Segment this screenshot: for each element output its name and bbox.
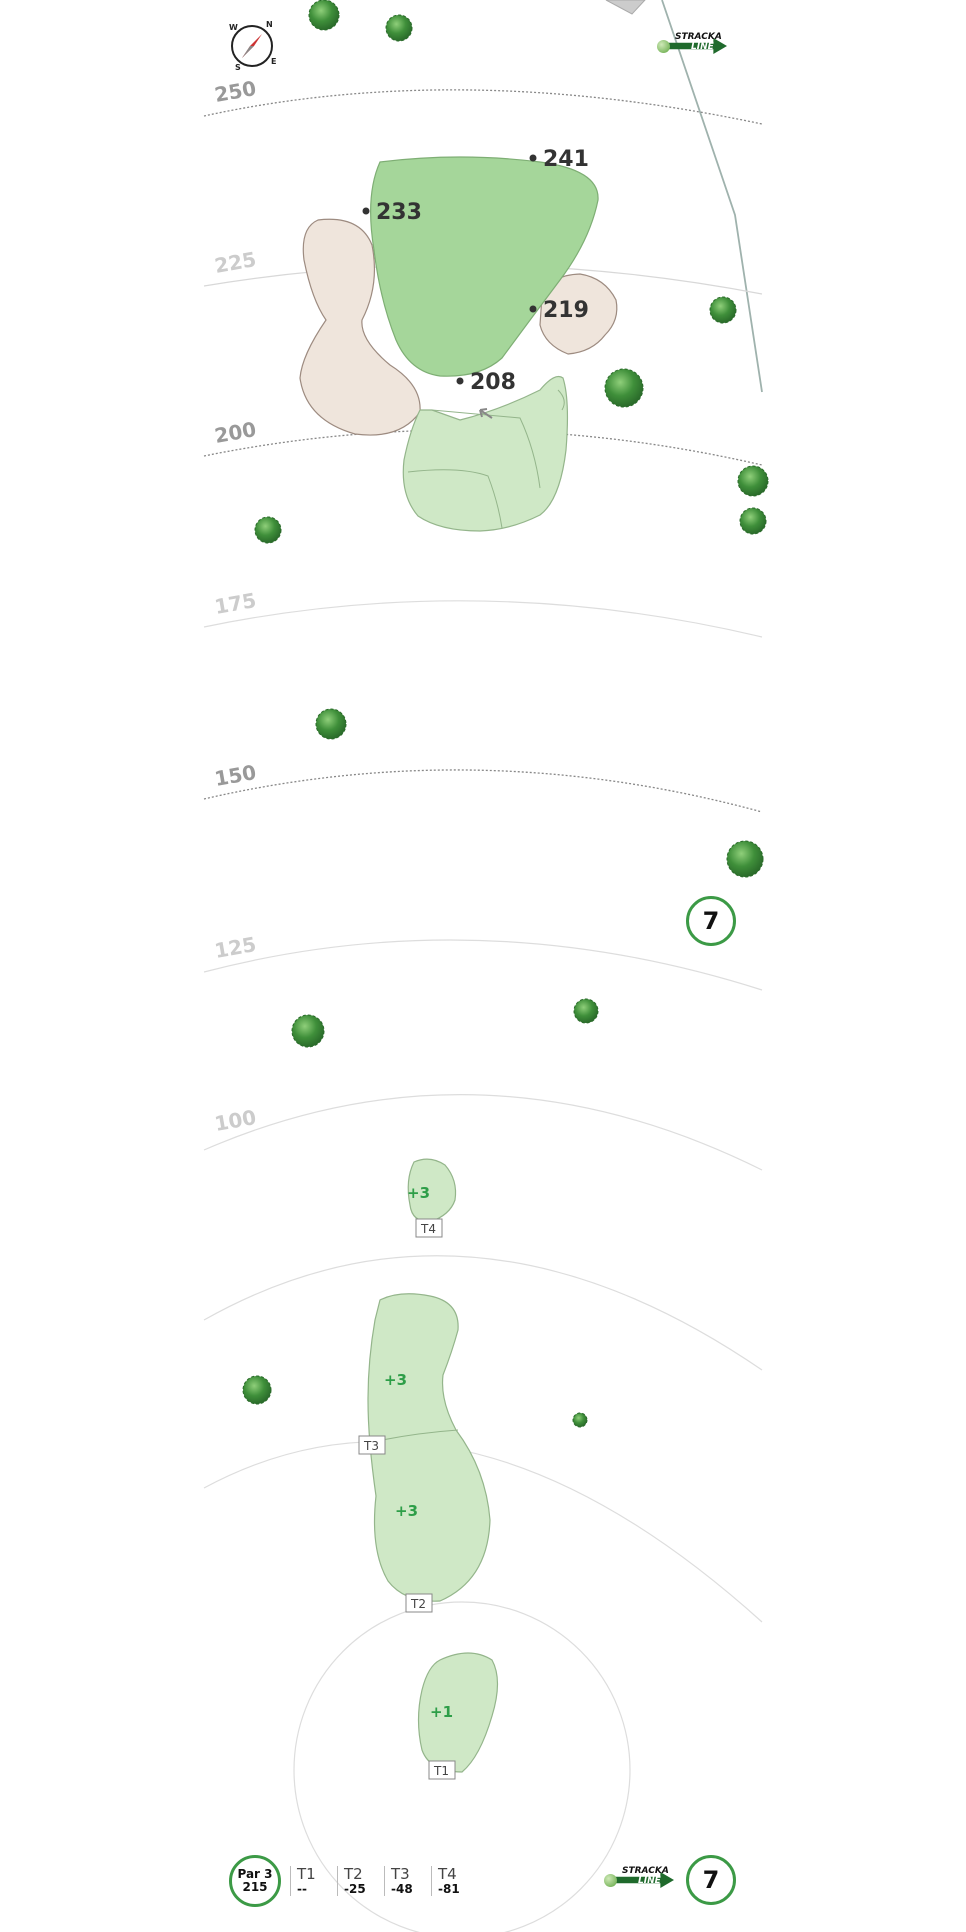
tee-name: T4 bbox=[438, 1865, 457, 1883]
tee-value: -48 bbox=[391, 1882, 413, 1896]
arc-100 bbox=[203, 1094, 763, 1171]
tree-icon bbox=[254, 516, 282, 544]
tee-marker-t2: T2 bbox=[405, 1593, 433, 1613]
arc-label-225: 225 bbox=[213, 247, 258, 278]
yardage-219: 219 bbox=[543, 298, 589, 323]
yardage-dot-233 bbox=[362, 207, 370, 215]
tee-offset-t3: +3 bbox=[384, 1371, 407, 1389]
par-label: Par 3 bbox=[237, 1867, 273, 1881]
tee-offset-t4: +3 bbox=[407, 1184, 430, 1202]
golf-ball-icon bbox=[604, 1874, 617, 1887]
tee-marker-t4: T4 bbox=[415, 1218, 443, 1238]
tree-icon bbox=[315, 708, 347, 740]
arc-125 bbox=[203, 939, 763, 991]
compass-n: N bbox=[266, 20, 273, 29]
tee-value: -25 bbox=[344, 1882, 366, 1896]
tee-box-1 bbox=[417, 1652, 499, 1773]
tee-marker-t3: T3 bbox=[358, 1435, 386, 1455]
building-shape bbox=[605, 0, 646, 15]
tee-yardage-t2: T2 -25 bbox=[337, 1866, 366, 1896]
tree-icon bbox=[726, 840, 764, 878]
arc-25 bbox=[293, 1601, 631, 1932]
compass-s: S bbox=[235, 63, 241, 72]
tee-name: T3 bbox=[391, 1865, 410, 1883]
tree-icon bbox=[709, 296, 737, 324]
approach-line-1 bbox=[431, 409, 541, 489]
tree-icon bbox=[739, 507, 767, 535]
cart-path-line bbox=[661, 0, 763, 393]
tee-name: T2 bbox=[344, 1865, 363, 1883]
logo-text-1: STRACKA bbox=[675, 32, 722, 42]
arc-50 bbox=[203, 1440, 763, 1623]
bunker-right bbox=[539, 273, 618, 355]
yardage-208: 208 bbox=[470, 370, 516, 395]
arc-label-250: 250 bbox=[213, 76, 258, 107]
arc-75 bbox=[203, 1255, 763, 1371]
arc-200 bbox=[203, 429, 763, 466]
tee-name: T1 bbox=[297, 1865, 316, 1883]
tree-icon bbox=[573, 998, 599, 1024]
tee-yardage-t4: T4 -81 bbox=[431, 1866, 460, 1896]
yardage-233: 233 bbox=[376, 200, 422, 225]
tee-box-4 bbox=[407, 1158, 457, 1223]
golf-ball-icon bbox=[657, 40, 670, 53]
tee-offset-t1: +1 bbox=[430, 1703, 453, 1721]
compass-e: E bbox=[271, 57, 276, 66]
approach-area bbox=[402, 375, 569, 532]
arc-175 bbox=[203, 600, 763, 638]
compass-w: W bbox=[229, 23, 238, 32]
arc-150 bbox=[203, 769, 763, 813]
arc-label-175: 175 bbox=[213, 588, 258, 619]
yardage-dot-241 bbox=[529, 154, 537, 162]
tree-icon bbox=[308, 0, 340, 31]
tee-offset-t2: +3 bbox=[395, 1502, 418, 1520]
tee-marker-t1: T1 bbox=[428, 1760, 456, 1780]
yardage-dot-208 bbox=[456, 377, 464, 385]
tree-icon bbox=[385, 14, 413, 42]
par-badge: Par 3 215 bbox=[229, 1855, 281, 1907]
tree-icon bbox=[291, 1014, 325, 1048]
tee-marker-label: T2 bbox=[410, 1597, 426, 1611]
tee-box-3-2 bbox=[367, 1293, 491, 1602]
trees bbox=[242, 0, 769, 1428]
arc-250 bbox=[203, 89, 763, 125]
tee-marker-label: T3 bbox=[363, 1439, 379, 1453]
arc-label-150: 150 bbox=[213, 760, 258, 791]
arc-label-200: 200 bbox=[213, 417, 258, 448]
stracka-line-logo-footer: STRACKA LINE bbox=[604, 1866, 682, 1892]
hole-yardage: 215 bbox=[242, 1880, 268, 1894]
tree-icon bbox=[242, 1375, 272, 1405]
logo-text-2: LINE bbox=[691, 42, 714, 52]
tee-yardage-t3: T3 -48 bbox=[384, 1866, 413, 1896]
tree-icon bbox=[737, 465, 769, 497]
approach-line-3 bbox=[557, 389, 565, 411]
yardage-241: 241 bbox=[543, 147, 589, 172]
arc-label-125: 125 bbox=[213, 932, 258, 963]
distance-arcs bbox=[203, 89, 763, 1932]
tee-value: -- bbox=[297, 1882, 307, 1896]
hole-number-badge-footer: 7 bbox=[686, 1855, 736, 1905]
yardage-dot-219 bbox=[529, 305, 537, 313]
bunker-left bbox=[299, 218, 421, 436]
approach-line-2 bbox=[407, 469, 503, 529]
tee-marker-label: T4 bbox=[420, 1222, 436, 1236]
compass-icon: N E S W bbox=[229, 20, 276, 72]
tree-icon bbox=[572, 1412, 588, 1428]
tree-icon bbox=[604, 368, 644, 408]
stracka-line-logo: STRACKA LINE bbox=[657, 32, 735, 58]
tee-marker-label: T1 bbox=[433, 1764, 449, 1778]
logo-text-1: STRACKA bbox=[622, 1866, 669, 1876]
tee-value: -81 bbox=[438, 1882, 460, 1896]
pin-arrow-icon bbox=[479, 408, 493, 419]
tee-yardage-t1: T1 -- bbox=[290, 1866, 316, 1896]
logo-text-2: LINE bbox=[638, 1876, 661, 1886]
putting-green bbox=[370, 156, 599, 377]
hole-number-badge: 7 bbox=[686, 896, 736, 946]
